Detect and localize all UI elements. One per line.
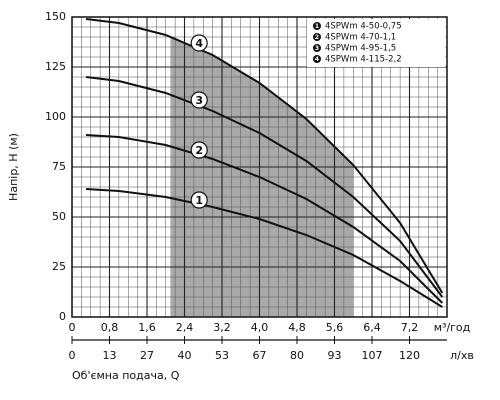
legend-label: 4SPWm 4-50-0,75 <box>325 22 402 32</box>
y-tick-label: 25 <box>52 260 66 273</box>
curve-marker-label: 1 <box>195 194 203 207</box>
legend-bullet-label: 1 <box>315 23 319 30</box>
y-tick-label: 125 <box>45 60 66 73</box>
y-tick-label: 100 <box>45 110 66 123</box>
x2-unit: л/хв <box>450 349 474 362</box>
x2-tick-label: 80 <box>290 349 304 362</box>
plot-frame <box>71 16 448 318</box>
pump-curve <box>85 76 444 298</box>
legend-label: 4SPWm 4-95-1,5 <box>325 44 396 54</box>
legend-bullet <box>313 44 321 52</box>
x-tick-label: 2,4 <box>176 321 194 334</box>
legend-bullet-label: 4 <box>315 56 319 63</box>
x-tick-label: 4,0 <box>251 321 269 334</box>
x2-tick-label: 107 <box>362 349 383 362</box>
x2-tick-label: 93 <box>327 349 341 362</box>
x-tick-label: 0 <box>69 321 76 334</box>
y-tick-label: 0 <box>59 310 66 323</box>
y-tick-label: 75 <box>52 160 66 173</box>
curve-marker <box>190 141 208 159</box>
x-unit: м³/год <box>434 321 471 334</box>
curve-marker-label: 4 <box>195 37 203 50</box>
legend-bullet-label: 3 <box>315 45 319 52</box>
legend-bullet <box>313 55 321 63</box>
x-tick-label: 6,4 <box>363 321 381 334</box>
legend-box <box>307 19 445 67</box>
pump-curve <box>86 134 444 304</box>
legend-label: 4SPWm 4-70-1,1 <box>325 33 396 43</box>
x2-tick-label: 40 <box>178 349 192 362</box>
curve-marker-label: 2 <box>195 144 203 157</box>
legend-bullet-label: 2 <box>315 34 319 41</box>
x2-tick-label: 67 <box>253 349 267 362</box>
curve-marker <box>190 34 208 52</box>
y-tick-label: 150 <box>45 10 66 23</box>
x-tick-label: 7,2 <box>401 321 419 334</box>
curve-marker <box>190 191 208 209</box>
x-tick-label: 5,6 <box>326 321 344 334</box>
x2-tick-label: 120 <box>399 349 420 362</box>
curve-marker-label: 3 <box>195 94 203 107</box>
x2-tick-label: 0 <box>69 349 76 362</box>
x2-tick-label: 13 <box>102 349 116 362</box>
x-tick-label: 4,8 <box>288 321 306 334</box>
legend-bullet <box>313 33 321 41</box>
x2-tick-label: 53 <box>215 349 229 362</box>
y-axis-label: Напір, H (м) <box>7 133 20 201</box>
x-tick-label: 0,8 <box>101 321 119 334</box>
x2-tick-label: 27 <box>140 349 154 362</box>
legend-bullet <box>313 22 321 30</box>
legend-label: 4SPWm 4-115-2,2 <box>325 55 402 65</box>
pump-curve <box>85 18 444 294</box>
curve-marker <box>190 91 208 109</box>
y-tick-label: 50 <box>52 210 66 223</box>
legend: 1 4SPWm 4-50-0,75 2 4SPWm 4-70-1,1 3 4SPWm 4-… <box>307 19 445 67</box>
pump-curve <box>86 188 443 308</box>
x2-axis-label: Об'ємна подача, Q <box>72 369 180 382</box>
x-tick-label: 1,6 <box>138 321 156 334</box>
x-tick-label: 3,2 <box>213 321 231 334</box>
